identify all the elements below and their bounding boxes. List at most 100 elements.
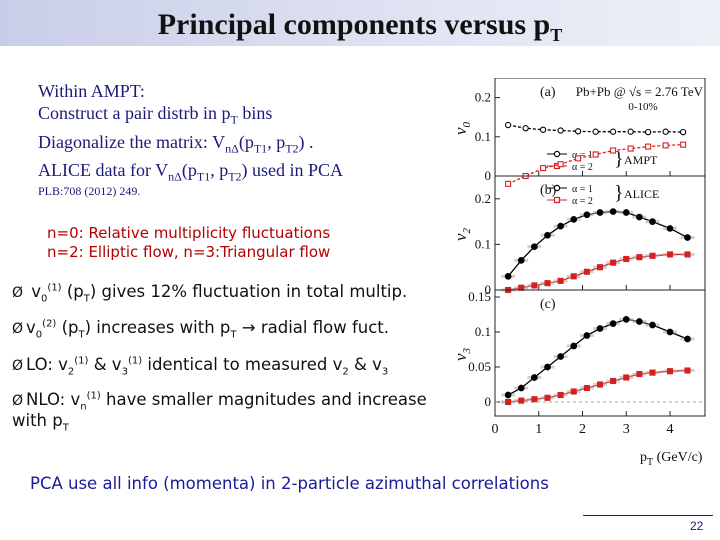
x-tick-label: 0 (492, 422, 499, 437)
data-point (666, 225, 674, 232)
page-number-rule (583, 515, 713, 516)
arrow-bullet-icon: Ø (12, 358, 24, 374)
data-point (570, 215, 578, 223)
data-point (666, 368, 674, 375)
y-tick-label: 0.1 (475, 129, 491, 144)
legend-marker (553, 184, 561, 192)
data-point (505, 180, 512, 187)
panel-label: (b) (540, 183, 557, 198)
data-point (540, 165, 547, 172)
alice-data-line: ALICE data for VnΔ(pT1, pT2) used in PCA (38, 160, 344, 184)
data-point (592, 128, 599, 135)
data-point (644, 128, 652, 136)
data-point (531, 374, 538, 381)
data-point (596, 325, 604, 332)
data-point (531, 243, 538, 251)
intro-line-3: Diagonalize the matrix: VnΔ(pT1, pT2) . (38, 131, 314, 156)
data-point (636, 318, 643, 325)
data-point (636, 213, 643, 221)
legend-brace: } (614, 148, 624, 170)
data-point (666, 328, 674, 336)
data-point (583, 211, 591, 219)
legend-marker (553, 150, 561, 158)
x-tick-label: 2 (579, 422, 586, 437)
panel-annotation-centrality: 0-10% (628, 101, 657, 113)
y-tick-label: 0 (485, 394, 492, 409)
intro-text: Within AMPT: Construct a pair distrb in … (38, 80, 314, 159)
data-point (557, 161, 564, 168)
data-point (684, 367, 691, 374)
data-point (684, 335, 691, 343)
data-point (575, 155, 582, 162)
data-point (627, 145, 634, 152)
data-point (557, 391, 564, 399)
data-point (596, 209, 604, 216)
data-point (623, 374, 630, 381)
definition-n2-n3: n=2: Elliptic flow, n=3:Triangular flow (47, 243, 331, 261)
y-axis-label: v3 (451, 347, 473, 361)
data-point (557, 222, 564, 230)
y-tick-label: 0.1 (475, 236, 491, 251)
y-tick-label: 0.1 (475, 324, 491, 339)
data-point (539, 126, 547, 133)
y-tick-label: 0.2 (475, 191, 491, 206)
data-point (570, 273, 577, 280)
data-point (610, 259, 617, 266)
panel-frame (494, 289, 706, 417)
intro-line-1: Within AMPT: (38, 81, 145, 101)
data-point (504, 391, 512, 399)
data-point (610, 147, 617, 154)
panel-label: (a) (540, 85, 556, 100)
legend-label: α = 1 (572, 184, 593, 195)
page-number: 22 (690, 519, 704, 533)
data-point (609, 320, 617, 327)
slide-title-main: Principal components versus p (157, 8, 551, 41)
data-point (583, 384, 590, 392)
data-point (684, 251, 691, 258)
legend-label: α = 1 (572, 150, 593, 161)
panel-label: (c) (540, 297, 556, 312)
data-point (645, 143, 652, 150)
data-point (544, 363, 551, 371)
data-point (627, 128, 634, 135)
data-point (596, 381, 604, 388)
pt-dependence-figure: 0 0.1 0.2 v0 (a) Pb+Pb @ √s = 2.76 TeV 0-10% α … (451, 78, 706, 468)
data-point (662, 142, 669, 149)
data-point (662, 128, 669, 135)
bullet-item: Ø NLO: vn(1) have smaller magnitudes and … (12, 390, 427, 413)
x-tick-label: 4 (667, 422, 674, 437)
data-point (557, 127, 564, 134)
data-point (544, 280, 551, 287)
legend-marker (553, 196, 561, 204)
data-point (522, 125, 529, 132)
data-point (544, 394, 551, 401)
legend-label: α = 2 (572, 162, 593, 173)
definitions: n=0: Relative multiplicity fluctuations … (47, 224, 330, 262)
data-point (623, 255, 630, 263)
data-point (570, 342, 578, 350)
data-point (518, 397, 525, 404)
y-tick-label: 0 (485, 282, 492, 297)
data-point (622, 316, 630, 323)
data-point (649, 252, 656, 259)
x-axis-label: pT (GeV/c) (640, 450, 703, 468)
y-tick-label: 0.05 (468, 359, 491, 374)
arrow-bullet-icon: Ø (12, 321, 24, 337)
y-tick-label: 0.15 (468, 289, 491, 304)
data-point (636, 370, 643, 378)
footer-summary: PCA use all info (momenta) in 2-particle… (30, 474, 549, 493)
y-axis-label: v0 (451, 121, 473, 135)
data-point (666, 251, 674, 258)
reference-citation: PLB:708 (2012) 249. (38, 184, 141, 198)
legend-brace: } (614, 182, 624, 204)
data-point (505, 398, 512, 406)
data-point (609, 208, 617, 215)
data-point (557, 353, 564, 360)
data-point (574, 128, 582, 135)
data-point (649, 218, 656, 225)
data-point (557, 277, 564, 284)
data-point (592, 151, 599, 158)
title-bar (0, 0, 720, 46)
data-point (518, 284, 525, 291)
bullet-item: Ø LO: v2(1) & v3(1) identical to measured… (12, 355, 389, 378)
